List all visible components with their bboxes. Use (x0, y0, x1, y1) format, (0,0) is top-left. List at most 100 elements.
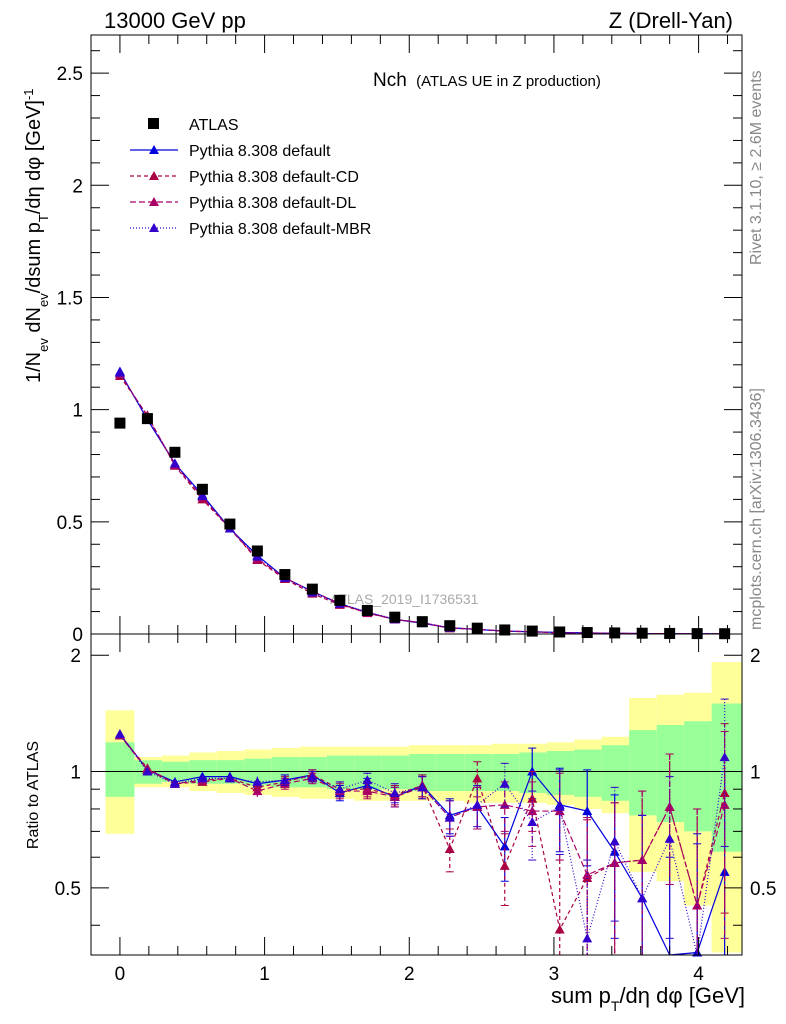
ratio-marker-3 (252, 776, 263, 786)
ratio-marker-3 (142, 766, 153, 776)
plot-title: Nch (ATLAS UE in Z production) (373, 70, 601, 91)
ratio-marker-3 (664, 833, 675, 843)
main-marker-4 (114, 367, 125, 377)
legend-label: Pythia 8.308 default-CD (189, 169, 359, 186)
ratio-marker-3 (389, 787, 400, 797)
green-band-bin (684, 721, 712, 832)
legend-label: Pythia 8.308 default-DL (189, 195, 356, 212)
ratio-marker-3 (279, 775, 290, 785)
main-y-tick-label: 1 (72, 401, 83, 422)
legend-marker (149, 197, 159, 206)
ratio-marker-1 (444, 844, 455, 854)
title-sub: (ATLAS UE in Z production) (416, 73, 601, 90)
main-y-tick-label: 0 (72, 625, 83, 646)
ratio-y-tick-label: 2 (70, 646, 81, 667)
atlas-data-point (306, 583, 318, 595)
atlas-data-point (224, 518, 236, 530)
title-main: Nch (373, 70, 407, 91)
x-tick-label: 1 (259, 964, 270, 985)
ratio-y-tick-labels: 0.5 0.5 1 1 2 2 (55, 646, 777, 900)
ratio-marker-3 (169, 778, 180, 788)
main-y-tick-labels: 0 0.5 1 1.5 2 2.5 (57, 64, 83, 646)
ratio-marker-1 (472, 773, 483, 783)
legend-label: Pythia 8.308 default (189, 143, 331, 160)
atlas-data-point (361, 604, 373, 616)
atlas-data-point (471, 622, 483, 634)
ratio-y-tick-label-right: 2 (750, 646, 761, 667)
header-left: 13000 GeV pp (104, 8, 246, 33)
ratio-marker-2 (637, 855, 648, 865)
atlas-data-point (279, 569, 291, 581)
ratio-panel: 0.5 0.5 1 1 2 2 0 1 2 3 4 (55, 633, 777, 985)
x-tick-label: 3 (549, 964, 560, 985)
ratio-marker-3 (637, 893, 648, 903)
ratio-marker-3 (334, 784, 345, 794)
main-marker-4 (197, 491, 208, 501)
ratio-marker-3 (582, 933, 593, 943)
main-y-tick-label: 1.5 (57, 288, 83, 309)
ratio-marker-0 (499, 841, 510, 851)
ratio-y-tick-label: 1 (70, 763, 81, 784)
green-band-bin (436, 754, 465, 792)
ratio-marker-2 (692, 900, 703, 910)
main-panel: 0 0.5 1 1.5 2 2.5 Nch (ATLAS UE in Z producti… (57, 34, 743, 646)
atlas-data-point (416, 616, 428, 628)
ratio-marker-3 (444, 812, 455, 822)
watermark: ATLAS_2019_I1736531 (330, 591, 479, 607)
atlas-data-point (389, 611, 401, 623)
atlas-data-point (554, 626, 566, 638)
ratio-y-axis-title: Ratio to ATLAS (25, 741, 42, 849)
side-site-label: mcplots.cern.ch [arXiv:1306.3436] (748, 388, 765, 630)
ratio-marker-2 (582, 869, 593, 879)
legend-marker (149, 171, 159, 180)
ratio-marker-3 (197, 773, 208, 783)
legend-marker (149, 145, 159, 154)
atlas-data-point (444, 620, 456, 632)
ratio-marker-2 (527, 806, 538, 816)
atlas-data-point (499, 624, 511, 636)
atlas-data-point (636, 627, 648, 639)
atlas-data-point (664, 627, 676, 639)
ratio-marker-3 (472, 799, 483, 809)
x-tick-labels: 0 1 2 3 4 (115, 964, 705, 985)
ratio-marker-3 (114, 729, 125, 739)
ratio-uncertainty-bands (105, 662, 742, 953)
header-right: Z (Drell-Yan) (609, 8, 733, 33)
ratio-marker-2 (252, 786, 263, 796)
ratio-marker-3 (417, 782, 428, 792)
atlas-data-point (114, 417, 126, 429)
side-rivet-label: Rivet 3.1.10, ≥ 2.6M events (748, 70, 765, 265)
x-axis-title: sum pT/dη dφ [GeV] (551, 983, 745, 1014)
x-tick-label: 0 (115, 964, 126, 985)
green-band-bin (574, 749, 602, 797)
atlas-data-point (251, 545, 263, 557)
ratio-series-group (114, 698, 730, 957)
green-band-bin (629, 730, 657, 816)
ratio-marker-3 (362, 775, 373, 785)
x-tick-label: 2 (404, 964, 415, 985)
ratio-marker-1 (527, 793, 538, 803)
ratio-ticks (90, 634, 742, 955)
green-band-bin (601, 745, 630, 801)
ratio-marker-0 (582, 806, 593, 816)
main-y-tick-label: 2 (72, 176, 83, 197)
main-y-tick-label: 2.5 (57, 64, 83, 85)
atlas-data-point (196, 483, 208, 495)
atlas-data-point (609, 627, 621, 639)
ratio-y-tick-label-right: 0.5 (750, 879, 776, 900)
atlas-data-point (526, 625, 538, 637)
ratio-marker-3 (527, 817, 538, 827)
legend-marker-atlas (148, 118, 159, 129)
atlas-data-point (581, 627, 593, 639)
ratio-marker-3 (499, 778, 510, 788)
ratio-marker-3 (224, 773, 235, 783)
atlas-data-point (334, 594, 346, 606)
main-y-tick-label: 0.5 (57, 513, 83, 534)
atlas-data-point (169, 446, 181, 458)
main-y-axis-title: 1/Nev dNev/dsum pT/dη dφ [GeV]-1 (21, 88, 51, 383)
legend: ATLAS Pythia 8.308 default Pythia 8.308 de… (130, 117, 371, 238)
green-band-bin (711, 703, 742, 852)
ratio-frame (90, 633, 743, 956)
ratio-marker-2 (664, 801, 675, 811)
